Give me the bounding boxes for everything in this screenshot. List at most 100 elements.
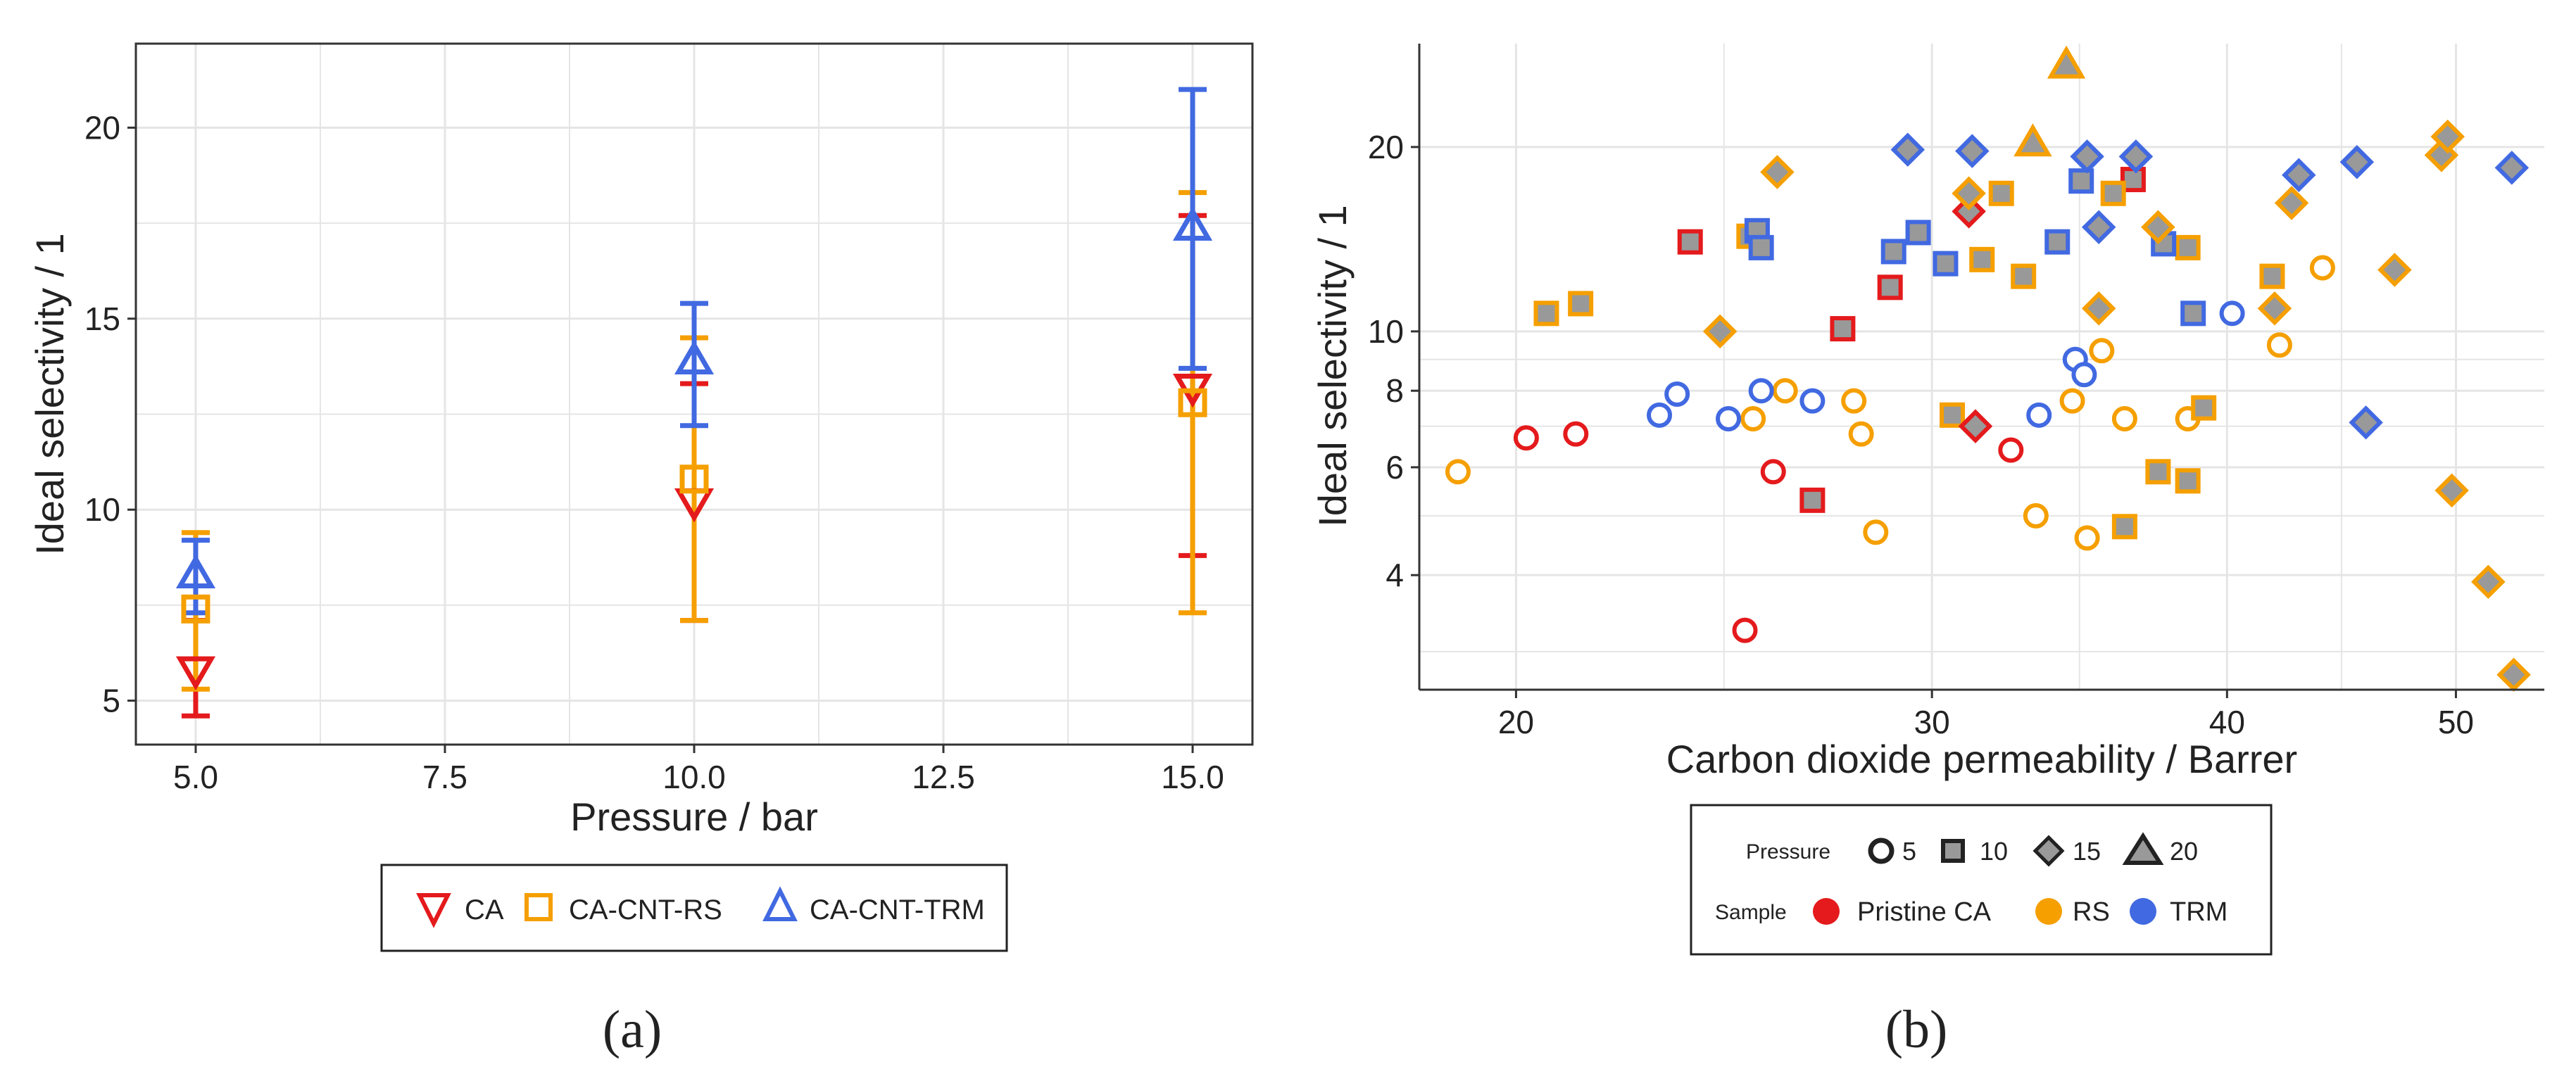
chart-a-markers xyxy=(175,206,1213,691)
legend-diamond-icon xyxy=(2032,835,2065,867)
point-trm-5bar xyxy=(2026,402,2052,428)
point-rs-15bar xyxy=(1952,176,1986,211)
chart-a-legend-entry-ca: CA xyxy=(416,893,504,928)
point-rs-10bar xyxy=(2259,263,2285,289)
chart-b-x-tick-label: 20 xyxy=(1498,704,1534,740)
chart-b-y-axis-label: Ideal selectivity / 1 xyxy=(1310,205,1355,527)
panel-label-b: (b) xyxy=(1885,1000,1948,1059)
chart-b-legend-sample-ca: Pristine CA xyxy=(1813,897,1992,927)
chart-b-legend-pressure-5: 5 xyxy=(1868,837,1916,866)
chart-b-y-tick-label: 4 xyxy=(1386,557,1404,593)
point-rs-5bar xyxy=(1841,388,1867,414)
point-ca-10bar xyxy=(1677,229,1703,255)
point-trm-10bar xyxy=(2180,301,2206,327)
chart-a-x-tick-label: 10.0 xyxy=(662,759,726,795)
panel-label-a: (a) xyxy=(603,1000,662,1059)
point-rs-5bar xyxy=(2266,332,2292,358)
chart-b-legend-sample-trm-label: TRM xyxy=(2170,897,2228,927)
point-rs-10bar xyxy=(2011,263,2037,289)
point-trm-15bar xyxy=(2494,151,2530,185)
legend-triangle-icon xyxy=(2122,832,2164,865)
point-ca-cnt-trm xyxy=(1172,206,1213,241)
chart-b-legend: Pressure 5 10 15 20 Sample Pristine CA xyxy=(1690,804,2273,956)
chart-a-x-tick-label: 15.0 xyxy=(1161,759,1224,795)
point-rs-15bar xyxy=(1702,314,1738,349)
chart-a-x-tick-label: 12.5 xyxy=(912,759,975,795)
chart-b-axis-lines xyxy=(1418,44,2544,691)
chart-b-tick-labels: 20 30 40 50 4 6 8 10 20 xyxy=(1368,129,2474,740)
point-rs-15bar xyxy=(2471,564,2506,599)
chart-a: 5.0 7.5 10.0 12.5 15.0 5 10 15 20 Pressure / bar… xyxy=(27,42,1254,1059)
point-ca-5bar xyxy=(1732,617,1758,643)
chart-a-y-tick-label: 10 xyxy=(84,491,120,528)
chart-a-legend-entry-ca-cnt-trm: CA-CNT-TRM xyxy=(762,886,985,925)
point-rs-20bar xyxy=(2013,123,2052,157)
point-rs-5bar xyxy=(2309,255,2335,281)
legend-square-icon xyxy=(1941,839,1965,863)
point-trm-5bar xyxy=(2219,301,2245,327)
chart-b-y-tick-label: 20 xyxy=(1368,129,1404,165)
point-ca-cnt-trm xyxy=(674,340,715,375)
chart-b-legend-sample-title: Sample xyxy=(1715,901,1787,924)
point-trm-5bar xyxy=(1716,406,1742,432)
point-rs-5bar xyxy=(2111,406,2137,432)
point-rs-15bar xyxy=(2430,119,2465,154)
chart-b-legend-pressure-10: 10 xyxy=(1941,837,2008,866)
point-rs-5bar xyxy=(2074,525,2100,551)
chart-a-legend-box xyxy=(380,864,1008,952)
point-trm-5bar xyxy=(1748,378,1774,404)
point-ca xyxy=(175,656,216,691)
point-rs-15bar xyxy=(2274,186,2309,220)
legend-dot-icon xyxy=(2035,898,2062,925)
point-rs-15bar xyxy=(2377,253,2412,287)
point-ca-cnt-rs xyxy=(181,594,211,624)
point-rs-10bar xyxy=(2145,459,2171,485)
point-ca-10bar xyxy=(1830,316,1856,342)
chart-b-y-tick-label: 6 xyxy=(1386,449,1404,486)
point-rs-5bar xyxy=(1445,459,1471,485)
chart-b-legend-sample-rs-label: RS xyxy=(2073,897,2110,927)
chart-a-y-tick-label: 15 xyxy=(84,301,120,337)
chart-b-legend-pressure-title: Pressure xyxy=(1746,840,1830,864)
point-trm-15bar xyxy=(2081,210,2116,244)
point-trm-5bar xyxy=(1647,402,1673,428)
point-rs-15bar xyxy=(2081,291,2116,326)
point-trm-5bar xyxy=(2071,362,2097,388)
point-rs-10bar xyxy=(2111,514,2137,540)
chart-b-x-axis-label: Carbon dioxide permeability / Barrer xyxy=(1666,737,2297,781)
point-rs-15bar xyxy=(2257,291,2292,326)
chart-a-legend: CA CA-CNT-RS CA-CNT-TRM xyxy=(380,864,1008,952)
point-trm-10bar xyxy=(1880,239,1906,265)
chart-a-y-tick-label: 5 xyxy=(102,683,120,719)
point-ca-5bar xyxy=(1513,425,1539,451)
point-trm-10bar xyxy=(1748,234,1774,260)
legend-triangle-down-icon xyxy=(416,893,451,928)
point-trm-15bar xyxy=(2282,158,2316,192)
point-rs-10bar xyxy=(1969,246,1995,272)
point-rs-5bar xyxy=(1863,519,1889,545)
point-trm-15bar xyxy=(1890,132,1925,167)
point-rs-10bar xyxy=(1568,291,1594,317)
point-ca-cnt-trm xyxy=(175,554,216,588)
chart-b-legend-pressure-5-label: 5 xyxy=(1902,837,1916,866)
chart-b-legend-sample-trm: TRM xyxy=(2130,897,2228,927)
point-trm-10bar xyxy=(1933,251,1959,277)
chart-b-x-tick-label: 50 xyxy=(2438,704,2474,740)
chart-a-tick-labels: 5.0 7.5 10.0 12.5 15.0 5 10 15 20 xyxy=(84,109,1224,795)
chart-a-legend-label-ca-cnt-trm: CA-CNT-TRM xyxy=(810,894,985,925)
chart-b-x-tick-label: 30 xyxy=(1914,704,1950,740)
point-rs-15bar xyxy=(2434,473,2469,508)
point-trm-10bar xyxy=(1905,220,1931,246)
point-ca-10bar xyxy=(1799,487,1826,513)
chart-a-x-tick-label: 5.0 xyxy=(173,759,218,795)
point-rs-5bar xyxy=(1772,378,1798,404)
point-trm-15bar xyxy=(2349,405,2383,440)
chart-b-x-tick-label: 40 xyxy=(2209,704,2245,740)
point-trm-15bar xyxy=(2070,139,2104,174)
point-rs-5bar xyxy=(2059,388,2085,414)
point-ca-cnt-rs xyxy=(679,464,709,494)
point-trm-10bar xyxy=(2044,229,2071,255)
point-trm-15bar xyxy=(2339,145,2375,179)
legend-triangle-up-icon xyxy=(762,886,798,921)
point-ca-15bar xyxy=(1958,409,1993,443)
